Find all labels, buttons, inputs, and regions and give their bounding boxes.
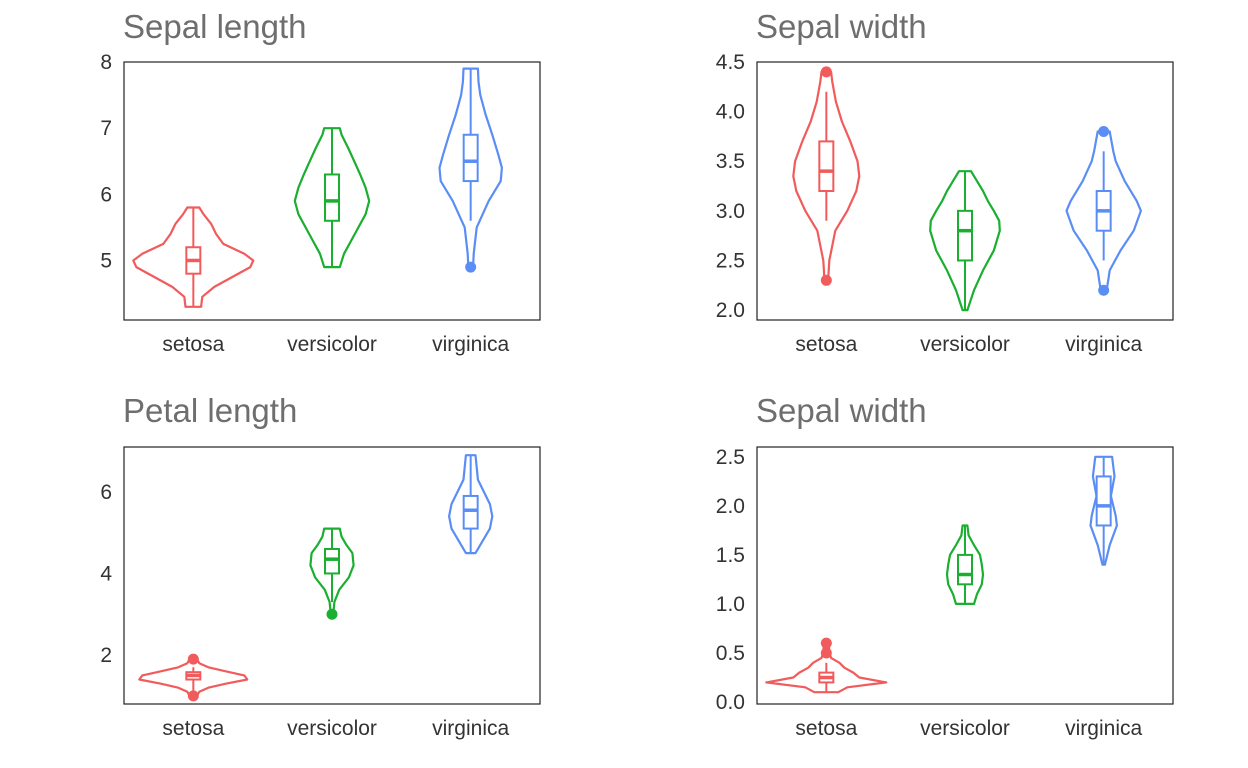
chart-svg: 5 6 7 8 setosa versicolor virginica — [100, 51, 541, 356]
y-tick-label: 4.5 — [716, 51, 745, 74]
chart-panel-petal-length: Petal length 2 4 6 setosa versicolor virginic… — [0, 384, 624, 768]
x-tick-label: setosa — [795, 333, 857, 356]
iqr-box — [324, 547, 340, 575]
iqr-box — [1095, 475, 1112, 527]
outlier-point — [820, 66, 832, 78]
iqr-box — [462, 133, 479, 183]
iqr-box — [957, 553, 973, 586]
chart-title: Sepal length — [123, 8, 307, 45]
y-tick-label: 0.0 — [716, 691, 745, 714]
violin-virginica — [1089, 455, 1118, 566]
iqr-box — [818, 140, 835, 192]
violin-versicolor — [309, 527, 355, 616]
chart-panel-sepal-length: Sepal length 5 6 7 8 setosa versicolor virgini… — [0, 0, 624, 384]
y-tick-label: 4 — [100, 562, 112, 585]
iqr-box — [324, 173, 340, 222]
violin-versicolor — [293, 127, 371, 269]
x-tick-label: versicolor — [920, 333, 1010, 356]
outlier-point — [326, 608, 338, 620]
y-tick-label: 0.5 — [716, 642, 745, 665]
outlier-point — [1098, 284, 1110, 296]
x-tick-label: virginica — [432, 717, 509, 740]
violin-virginica — [1065, 130, 1142, 292]
violin-virginica — [438, 67, 503, 269]
violin-versicolor — [945, 524, 985, 605]
x-tick-label: versicolor — [920, 717, 1010, 740]
y-tick-label: 2.5 — [716, 249, 745, 272]
x-tick-label: versicolor — [287, 717, 377, 740]
y-tick-label: 2.0 — [716, 299, 745, 322]
outlier-point — [1098, 125, 1110, 137]
y-tick-label: 6 — [100, 183, 112, 206]
violin-setosa — [132, 206, 255, 308]
outlier-point — [465, 261, 477, 273]
x-tick-label: setosa — [162, 333, 224, 356]
iqr-box — [462, 494, 479, 530]
y-tick-label: 8 — [100, 51, 112, 74]
y-tick-label: 2 — [100, 644, 112, 667]
iqr-box — [957, 209, 973, 262]
chart-title: Sepal width — [756, 8, 927, 45]
y-tick-label: 2.5 — [716, 446, 745, 469]
x-tick-label: setosa — [795, 717, 857, 740]
y-tick-label: 5 — [100, 249, 112, 272]
violin-virginica — [448, 454, 494, 555]
y-tick-label: 4.0 — [716, 101, 745, 124]
y-tick-label: 2.0 — [716, 495, 745, 518]
chart-panel-sepal-width: Sepal width 2.0 2.5 3.0 3.5 4.0 4.5 setosa vers… — [624, 0, 1248, 384]
chart-title: Sepal width — [756, 392, 927, 429]
y-tick-label: 6 — [100, 481, 112, 504]
plot-frame — [756, 61, 1174, 321]
x-tick-label: versicolor — [287, 333, 377, 356]
y-tick-label: 3.5 — [716, 150, 745, 173]
violin-versicolor — [929, 170, 1001, 312]
outlier-point — [187, 690, 199, 702]
y-tick-label: 7 — [100, 117, 112, 140]
chart-title: Petal length — [123, 392, 298, 429]
y-tick-label: 3.0 — [716, 200, 745, 223]
x-tick-label: virginica — [1065, 717, 1142, 740]
plot-frame — [123, 61, 541, 321]
chart-svg: 2 4 6 setosa versicolor virginica — [100, 446, 541, 740]
x-tick-label: virginica — [432, 333, 509, 356]
chart-svg: 0.0 0.5 1.0 1.5 2.0 2.5 setosa versicolor virgin… — [716, 446, 1174, 740]
plot-frame — [123, 446, 541, 705]
plot-frame — [756, 446, 1174, 705]
outlier-point — [820, 637, 832, 649]
x-tick-label: virginica — [1065, 333, 1142, 356]
chart-panel-petal-width: Sepal width 0.0 0.5 1.0 1.5 2.0 2.5 setosa vers… — [624, 384, 1248, 768]
outlier-point — [820, 274, 832, 286]
chart-svg: 2.0 2.5 3.0 3.5 4.0 4.5 setosa versicolor virgin… — [716, 51, 1174, 356]
outlier-point — [820, 647, 832, 659]
y-tick-label: 1.5 — [716, 544, 745, 567]
x-tick-label: setosa — [162, 717, 224, 740]
outlier-point — [187, 653, 199, 665]
y-tick-label: 1.0 — [716, 593, 745, 616]
